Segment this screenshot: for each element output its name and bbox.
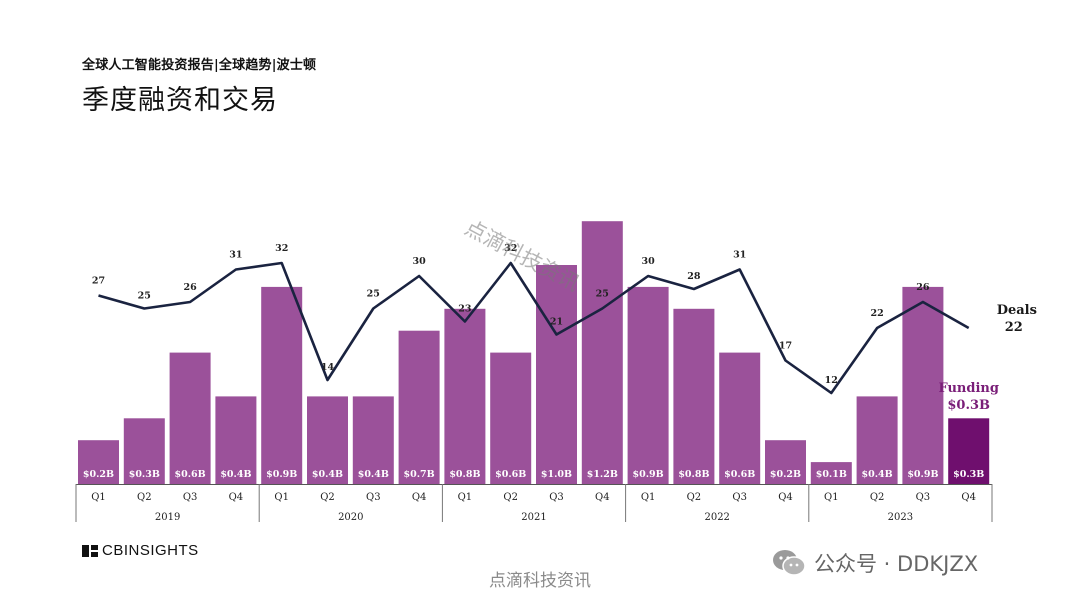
funding-bar <box>215 396 257 484</box>
cbinsights-logo: CBINSIGHTS <box>82 542 199 559</box>
deals-value-label: 30 <box>641 256 655 267</box>
funding-bar <box>398 330 440 484</box>
funding-value-label: $0.4B <box>312 469 343 480</box>
quarter-tick-label: Q2 <box>687 492 702 503</box>
funding-value-label: $0.9B <box>907 469 938 480</box>
funding-value-label: $0.4B <box>220 469 251 480</box>
funding-bar <box>581 221 623 484</box>
quarter-tick-label: Q3 <box>366 492 381 503</box>
funding-legend-label: Funding <box>938 381 998 396</box>
quarter-tick-label: Q1 <box>91 492 106 503</box>
funding-value-label: $0.9B <box>266 469 297 480</box>
year-tick-label: 2021 <box>521 512 546 523</box>
funding-value-label: $1.0B <box>541 469 572 480</box>
deals-value-label: 17 <box>779 341 792 352</box>
quarter-tick-label: Q2 <box>137 492 152 503</box>
quarter-tick-label: Q3 <box>732 492 747 503</box>
bottom-watermark: 点滴科技资讯 <box>489 571 591 591</box>
wechat-text: 公众号 · DDKJZX <box>814 552 979 576</box>
deals-value-label: 32 <box>504 243 517 254</box>
year-tick-label: 2022 <box>704 512 729 523</box>
quarter-tick-label: Q1 <box>274 492 289 503</box>
funding-bar <box>536 265 577 484</box>
deals-value-label: 27 <box>92 276 105 287</box>
quarter-tick-label: Q3 <box>183 492 198 503</box>
funding-bar <box>78 440 119 484</box>
funding-value-label: $0.8B <box>678 469 709 480</box>
year-tick-label: 2023 <box>888 512 913 523</box>
funding-bar <box>627 286 669 484</box>
funding-value-label: $0.1B <box>816 469 847 480</box>
funding-value-label: $0.3B <box>129 469 160 480</box>
report-subtitle: 全球人工智能投资报告|全球趋势|波士顿 <box>82 58 317 73</box>
funding-value-label: $0.9B <box>633 469 664 480</box>
deals-value-label: 30 <box>412 256 426 267</box>
quarter-tick-label: Q2 <box>320 492 335 503</box>
funding-bar <box>444 308 486 484</box>
deals-value-label: 22 <box>870 308 883 319</box>
deals-value-label: 31 <box>733 250 746 261</box>
funding-value-label: $0.2B <box>770 469 801 480</box>
funding-bar <box>902 286 944 484</box>
wechat-account: 公众号 · DDKJZX <box>772 548 978 578</box>
cbinsights-logo-icon <box>82 544 98 557</box>
quarter-tick-label: Q3 <box>916 492 931 503</box>
funding-value-label: $0.4B <box>862 469 893 480</box>
deals-value-label: 14 <box>321 362 335 373</box>
quarter-tick-label: Q4 <box>595 492 610 503</box>
quarter-tick-label: Q4 <box>412 492 427 503</box>
funding-bar <box>169 352 211 484</box>
quarter-tick-label: Q4 <box>229 492 244 503</box>
deals-value-label: 25 <box>138 291 151 302</box>
quarter-tick-label: Q1 <box>824 492 839 503</box>
funding-value-label: $0.8B <box>449 469 480 480</box>
deals-value-label: 25 <box>367 289 380 300</box>
funding-value-label: $0.2B <box>83 469 114 480</box>
deals-value-label: 31 <box>229 250 242 261</box>
deals-value-label: 26 <box>183 282 197 293</box>
logo-text: CBINSIGHTS <box>102 542 199 559</box>
deals-legend-label: Deals <box>997 303 1037 318</box>
funding-bar <box>856 396 898 484</box>
quarter-tick-label: Q2 <box>503 492 518 503</box>
funding-bar <box>261 286 303 484</box>
deals-value-label: 26 <box>916 282 930 293</box>
funding-value-label: $1.2B <box>587 469 618 480</box>
quarter-tick-label: Q2 <box>870 492 885 503</box>
deals-legend-value: 22 <box>1005 320 1023 335</box>
page-title: 季度融资和交易 <box>82 85 278 116</box>
funding-bar <box>810 462 852 484</box>
funding-bar <box>490 352 532 484</box>
funding-bar <box>123 418 165 484</box>
quarter-tick-label: Q4 <box>961 492 976 503</box>
year-tick-label: 2019 <box>155 512 180 523</box>
deals-value-label: 32 <box>275 243 288 254</box>
quarter-tick-label: Q1 <box>641 492 656 503</box>
quarter-tick-label: Q3 <box>549 492 564 503</box>
funding-value-label: $0.4B <box>358 469 389 480</box>
funding-value-label: $0.6B <box>175 469 206 480</box>
deals-value-label: 28 <box>687 271 701 282</box>
funding-bar <box>765 440 806 484</box>
funding-bar <box>307 396 348 484</box>
year-tick-label: 2020 <box>338 512 363 523</box>
funding-value-label: $0.6B <box>724 469 755 480</box>
quarter-tick-label: Q4 <box>778 492 793 503</box>
funding-value-label: $0.7B <box>404 469 435 480</box>
wechat-icon <box>773 550 806 576</box>
deals-line <box>98 261 970 395</box>
funding-bar <box>673 308 715 484</box>
funding-bar <box>948 418 990 484</box>
deals-value-label: 21 <box>550 317 563 328</box>
quarter-tick-label: Q1 <box>458 492 473 503</box>
funding-value-label: $0.6B <box>495 469 526 480</box>
deals-value-label: 12 <box>825 375 838 386</box>
deals-value-label: 25 <box>596 289 609 300</box>
funding-legend-value: $0.3B <box>947 398 990 413</box>
deals-value-label: 23 <box>458 304 471 315</box>
funding-bar <box>352 396 394 484</box>
funding-bar <box>719 352 761 484</box>
funding-value-label: $0.3B <box>953 469 984 480</box>
